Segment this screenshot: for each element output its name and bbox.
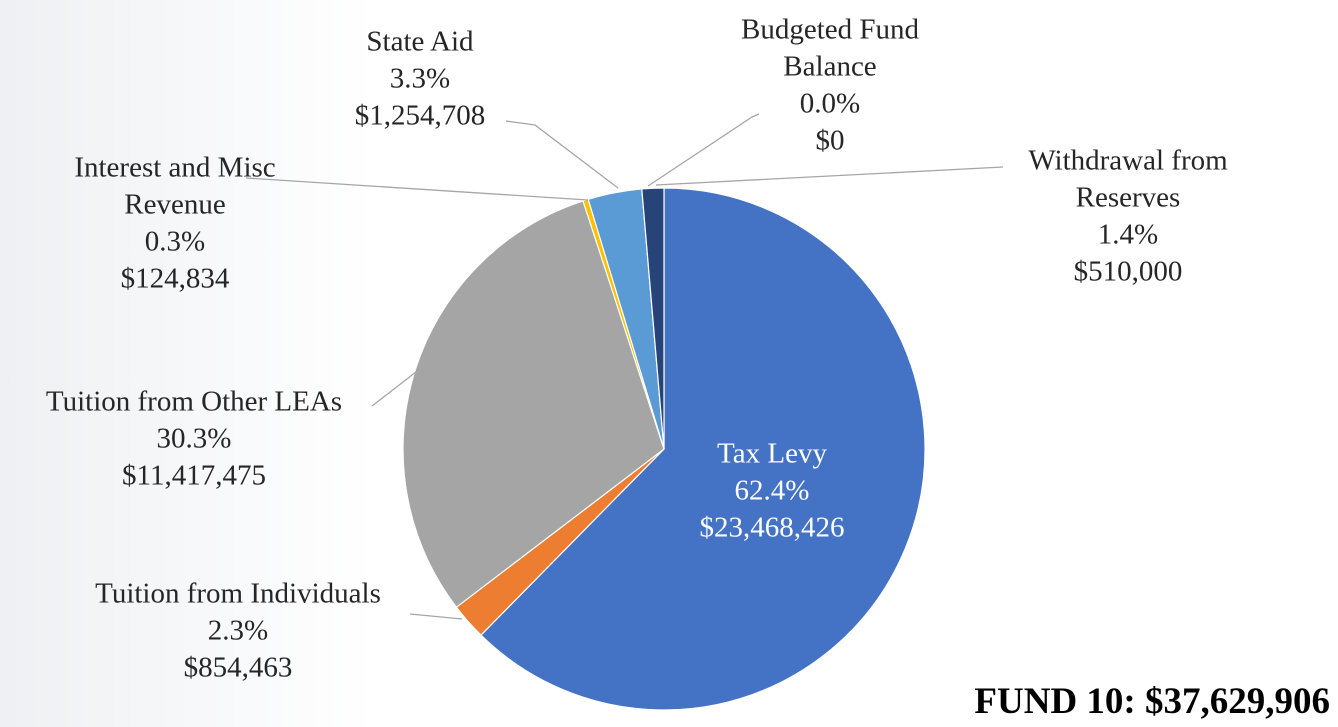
data-label-tax-levy-percent: 62.4% — [735, 475, 810, 507]
data-label-withdrawal-from-reserves-amount: $510,000 — [1074, 256, 1183, 288]
data-label-tuition-from-individuals-amount: $854,463 — [184, 652, 293, 684]
data-label-interest-and-misc-revenue-amount: $124,834 — [121, 263, 230, 295]
data-label-tuition-from-other-leas-amount: $11,417,475 — [122, 460, 266, 492]
data-label-budgeted-fund-balance-name-line-1: Budgeted Fund — [741, 14, 920, 46]
leader-line-tuition-from-individuals — [409, 613, 463, 620]
data-label-interest-and-misc-revenue-name-line-1: Interest and Misc — [74, 152, 275, 184]
data-label-interest-and-misc-revenue-percent: 0.3% — [145, 226, 205, 258]
data-label-tax-levy-amount: $23,468,426 — [700, 512, 845, 544]
data-label-budgeted-fund-balance-name-line-2: Balance — [783, 51, 876, 83]
data-label-withdrawal-from-reserves-name-line-1: Withdrawal from — [1028, 145, 1228, 177]
slice-tuition-from-other-leas — [402, 200, 665, 609]
leader-line-interest-and-misc-revenue — [245, 177, 589, 201]
data-label-tuition-from-individuals-percent: 2.3% — [208, 615, 268, 647]
leader-line-withdrawal-from-reserves — [655, 166, 1004, 186]
data-label-tuition-from-other-leas-name: Tuition from Other LEAs — [46, 386, 342, 418]
data-label-budgeted-fund-balance-amount: $0 — [816, 125, 845, 157]
slice-labels: Tax Levy 62.4% $23,468,426 Tuition from Ind… — [46, 14, 1228, 684]
slice-tax-levy — [480, 187, 926, 711]
pie-slices — [402, 187, 926, 711]
data-label-tuition-from-other-leas-percent: 30.3% — [157, 423, 232, 455]
data-label-tuition-from-individuals-name: Tuition from Individuals — [95, 578, 381, 610]
leader-line-state-aid — [505, 120, 619, 189]
data-label-interest-and-misc-revenue-name-line-2: Revenue — [124, 189, 225, 221]
leader-line-budgeted-fund-balance — [647, 113, 760, 187]
data-label-tax-levy-name: Tax Levy — [717, 438, 827, 470]
leader-lines — [245, 113, 1004, 620]
data-label-state-aid-name: State Aid — [366, 26, 474, 58]
data-label-budgeted-fund-balance-percent: 0.0% — [800, 88, 860, 120]
fund-total: FUND 10: $37,629,906 — [974, 681, 1330, 722]
data-label-withdrawal-from-reserves-percent: 1.4% — [1098, 219, 1158, 251]
data-label-state-aid-amount: $1,254,708 — [355, 100, 486, 132]
data-label-withdrawal-from-reserves-name-line-2: Reserves — [1076, 182, 1181, 214]
slice-withdrawal-from-reserves — [641, 187, 665, 450]
leader-line-tuition-from-other-leas — [371, 371, 417, 407]
data-label-state-aid-percent: 3.3% — [390, 63, 450, 95]
